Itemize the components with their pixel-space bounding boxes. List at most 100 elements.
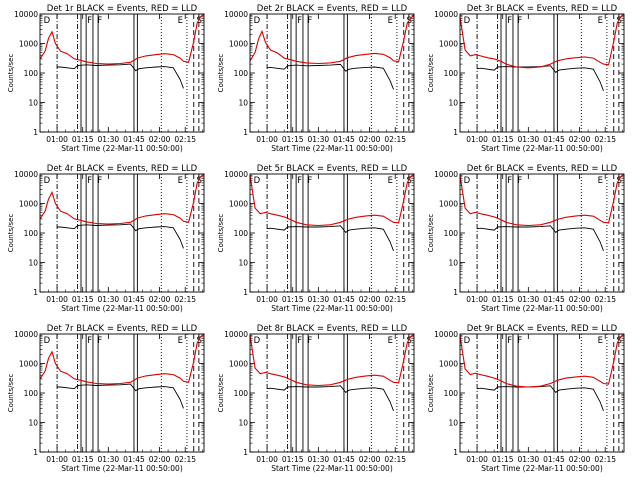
events-series-line: [57, 223, 184, 249]
x-tick-label: 02:15: [384, 455, 406, 464]
x-tick-label: 01:15: [492, 455, 514, 464]
x-axis-label: Start Time (22-Mar-11 00:50:00): [481, 144, 603, 153]
x-tick-label: 01:15: [72, 295, 94, 304]
panel-title: Det 3r BLACK = Events, RED = LLD: [467, 4, 618, 14]
y-tick-label: 10000: [434, 330, 458, 339]
y-tick-label: 100: [24, 389, 39, 398]
event-marker-label: S: [616, 176, 621, 186]
y-tick-label: 10000: [224, 330, 248, 339]
events-series-line: [477, 225, 604, 251]
event-marker-label: F: [507, 176, 512, 186]
plot-frame: [249, 333, 415, 453]
y-tick-label: 100: [234, 69, 249, 78]
x-tick-label: 01:45: [333, 295, 355, 304]
y-tick-label: 1: [453, 448, 458, 457]
y-axis-label: Counts/sec: [217, 54, 225, 93]
x-tick-label: 02:00: [149, 135, 171, 144]
x-tick-label: 01:00: [46, 295, 68, 304]
x-tick-label: 01:15: [282, 295, 304, 304]
x-axis-label: Start Time (22-Mar-11 00:50:00): [271, 304, 393, 313]
event-marker-label: F: [517, 16, 522, 26]
event-marker-label: F: [97, 176, 102, 186]
x-axis-label: Start Time (22-Mar-11 00:50:00): [271, 144, 393, 153]
y-tick-label: 1: [33, 288, 38, 297]
x-tick-label: 02:15: [594, 135, 616, 144]
lld-series-line: [249, 14, 415, 65]
event-marker-label: F: [517, 336, 522, 346]
x-tick-label: 01:45: [123, 135, 145, 144]
x-tick-label: 02:00: [149, 455, 171, 464]
y-tick-label: 1000: [19, 360, 38, 369]
detector-panel-7: Det 7r BLACK = Events, RED = LLD Counts/s…: [7, 324, 205, 473]
y-tick-label: 10000: [224, 170, 248, 179]
event-marker-label: F: [507, 16, 512, 26]
event-marker-label: F: [507, 336, 512, 346]
x-tick-label: 01:30: [98, 455, 120, 464]
plot-frame: [249, 13, 415, 133]
y-tick-label: 10000: [14, 10, 38, 19]
event-marker-label: F: [517, 176, 522, 186]
x-tick-label: 02:00: [569, 295, 591, 304]
x-tick-label: 02:15: [174, 135, 196, 144]
y-axis-label: Counts/sec: [7, 54, 15, 93]
detector-panel-2: Det 2r BLACK = Events, RED = LLD Counts/s…: [217, 4, 415, 153]
y-tick-label: 10: [238, 419, 248, 428]
x-tick-label: 01:30: [308, 135, 330, 144]
panel-title: Det 7r BLACK = Events, RED = LLD: [47, 324, 198, 334]
lld-series-line: [39, 173, 205, 225]
detector-panel-8: Det 8r BLACK = Events, RED = LLD Counts/s…: [217, 324, 415, 473]
x-tick-label: 02:00: [359, 135, 381, 144]
event-marker-label: S: [616, 336, 621, 346]
events-series-line: [57, 63, 184, 89]
panel-title: Det 6r BLACK = Events, RED = LLD: [467, 164, 618, 174]
y-axis-label: Counts/sec: [7, 374, 15, 413]
y-tick-label: 1: [453, 128, 458, 137]
y-axis-label: Counts/sec: [7, 214, 15, 253]
plot-frame: [459, 333, 625, 453]
x-tick-label: 01:30: [98, 135, 120, 144]
x-tick-label: 01:15: [72, 135, 94, 144]
detector-panel-6: Det 6r BLACK = Events, RED = LLD Counts/s…: [427, 164, 625, 313]
y-tick-label: 1: [243, 128, 248, 137]
x-tick-label: 02:00: [149, 295, 171, 304]
x-tick-label: 02:00: [359, 455, 381, 464]
x-axis-label: Start Time (22-Mar-11 00:50:00): [481, 464, 603, 473]
event-marker-label: E: [388, 16, 393, 26]
events-series-line: [57, 383, 184, 409]
event-marker-label: E: [388, 176, 393, 186]
event-marker-label: S: [196, 336, 201, 346]
y-tick-label: 10: [448, 259, 458, 268]
y-tick-label: 10: [28, 419, 38, 428]
event-marker-label: F: [297, 336, 302, 346]
x-tick-label: 01:00: [256, 295, 278, 304]
y-tick-label: 10: [28, 259, 38, 268]
x-tick-label: 02:15: [174, 295, 196, 304]
event-marker-label: D: [254, 336, 261, 346]
x-tick-label: 01:30: [518, 295, 540, 304]
x-tick-label: 01:30: [308, 455, 330, 464]
event-marker-label: D: [44, 336, 51, 346]
detector-panel-9: Det 9r BLACK = Events, RED = LLD Counts/s…: [427, 324, 625, 473]
y-tick-label: 10000: [434, 10, 458, 19]
plot-frame: [459, 173, 625, 293]
y-tick-label: 100: [444, 389, 459, 398]
panel-title: Det 1r BLACK = Events, RED = LLD: [47, 4, 198, 14]
event-marker-label: E: [598, 16, 603, 26]
plot-frame: [39, 13, 205, 133]
detector-panel-1: Det 1r BLACK = Events, RED = LLD Counts/s…: [7, 4, 205, 153]
plot-frame: [39, 173, 205, 293]
event-marker-label: E: [178, 176, 183, 186]
y-tick-label: 1000: [439, 200, 458, 209]
event-marker-label: F: [87, 16, 92, 26]
x-tick-label: 01:15: [72, 455, 94, 464]
y-tick-label: 10: [238, 99, 248, 108]
x-tick-label: 01:45: [543, 295, 565, 304]
x-tick-label: 01:45: [333, 135, 355, 144]
event-marker-label: S: [196, 16, 201, 26]
x-axis-label: Start Time (22-Mar-11 00:50:00): [481, 304, 603, 313]
event-marker-label: S: [406, 176, 411, 186]
lld-series-line: [39, 333, 205, 385]
event-marker-label: S: [616, 16, 621, 26]
event-marker-label: F: [307, 336, 312, 346]
